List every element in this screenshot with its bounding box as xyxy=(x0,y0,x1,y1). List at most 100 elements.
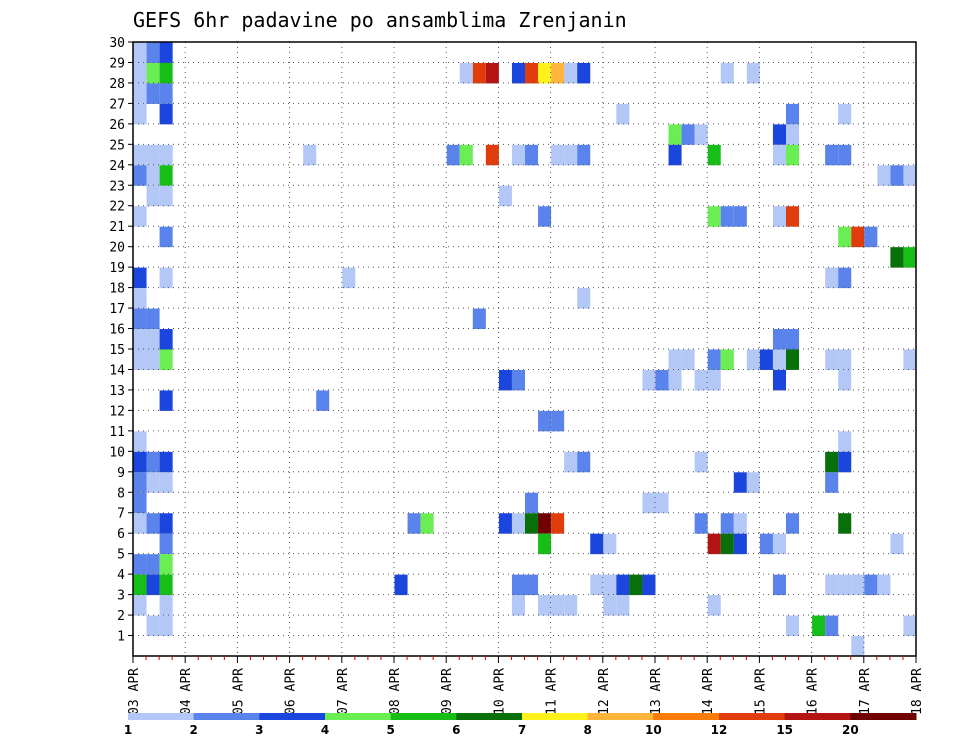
cell-member-19-step-17 xyxy=(342,267,356,289)
x-tick-label: 06 APR xyxy=(284,668,299,715)
cell-member-15-step-1 xyxy=(133,349,147,370)
cell-member-10-step-2 xyxy=(146,451,160,473)
colorbar-swatch xyxy=(850,713,917,720)
grid-layer xyxy=(133,42,917,656)
cell-member-12-step-32 xyxy=(538,410,552,432)
y-tick-label: 12 xyxy=(109,404,125,419)
cell-member-3-step-30 xyxy=(511,595,525,616)
x-tick-label: 15 APR xyxy=(753,668,768,715)
cell-member-7-step-46 xyxy=(720,513,734,534)
cell-member-6-step-46 xyxy=(720,533,734,555)
cell-member-4-step-21 xyxy=(394,574,408,596)
cell-member-7-step-22 xyxy=(407,513,421,534)
colorbar-swatch xyxy=(325,713,392,720)
cell-member-7-step-31 xyxy=(525,513,539,534)
colorbar-label: 5 xyxy=(386,723,394,737)
cell-member-4-step-30 xyxy=(511,574,525,596)
cell-member-11-step-55 xyxy=(838,431,852,452)
cell-member-14-step-29 xyxy=(498,369,512,391)
cell-member-4-step-54 xyxy=(825,574,839,596)
cell-member-15-step-51 xyxy=(786,349,800,370)
y-tick-label: 1 xyxy=(117,630,125,645)
cell-member-24-step-1 xyxy=(133,165,147,186)
cell-member-7-step-44 xyxy=(694,513,708,534)
cell-member-15-step-55 xyxy=(838,349,852,370)
cell-member-9-step-54 xyxy=(825,472,839,493)
cell-member-20-step-60 xyxy=(903,247,917,268)
cell-member-23-step-3 xyxy=(159,185,173,207)
colorbar-label: 2 xyxy=(189,723,197,737)
cell-member-10-step-44 xyxy=(694,451,708,473)
cell-member-23-step-29 xyxy=(498,185,512,207)
cell-member-24-step-58 xyxy=(877,165,891,186)
cell-member-26-step-44 xyxy=(694,124,708,145)
colorbar-label: 20 xyxy=(842,723,859,737)
cell-member-6-step-47 xyxy=(733,533,747,555)
cell-member-19-step-1 xyxy=(133,267,147,289)
cell-member-29-step-34 xyxy=(564,62,578,84)
cell-member-21-step-57 xyxy=(864,226,878,248)
cell-member-25-step-45 xyxy=(707,144,721,166)
y-tick-label: 17 xyxy=(109,302,125,317)
cell-member-24-step-59 xyxy=(890,165,904,186)
cell-member-7-step-32 xyxy=(538,513,552,534)
cell-member-10-step-54 xyxy=(825,451,839,473)
cell-member-26-step-43 xyxy=(681,124,695,145)
colorbar-swatch xyxy=(193,713,260,720)
cell-member-29-step-46 xyxy=(720,62,734,84)
cell-member-14-step-55 xyxy=(838,369,852,391)
cells-layer xyxy=(133,42,917,657)
y-tick-label: 14 xyxy=(109,363,125,378)
x-tick-label: 09 APR xyxy=(440,668,455,715)
cell-member-9-step-1 xyxy=(133,472,147,493)
cell-member-29-step-28 xyxy=(485,62,499,84)
colorbar-swatch xyxy=(456,713,523,720)
cell-member-14-step-42 xyxy=(668,369,682,391)
colorbar-swatch xyxy=(259,713,326,720)
cell-member-25-step-50 xyxy=(772,144,786,166)
cell-member-15-step-50 xyxy=(772,349,786,370)
cell-member-4-step-56 xyxy=(851,574,865,596)
cell-member-4-step-50 xyxy=(772,574,786,596)
cell-member-25-step-35 xyxy=(577,144,591,166)
cell-member-25-step-55 xyxy=(838,144,852,166)
cell-member-2-step-60 xyxy=(903,615,917,637)
cell-member-29-step-31 xyxy=(525,62,539,84)
cell-member-29-step-35 xyxy=(577,62,591,84)
cell-member-10-step-1 xyxy=(133,451,147,473)
colorbar-swatch xyxy=(587,713,654,720)
y-tick-label: 6 xyxy=(117,527,125,542)
x-tick-label: 18 APR xyxy=(910,668,925,715)
colorbar-label: 12 xyxy=(711,723,728,737)
x-tick-label: 11 APR xyxy=(545,668,560,715)
y-tick-label: 7 xyxy=(117,507,125,522)
cell-member-14-step-44 xyxy=(694,369,708,391)
cell-member-9-step-3 xyxy=(159,472,173,493)
cell-member-15-step-45 xyxy=(707,349,721,370)
cell-member-16-step-51 xyxy=(786,329,800,350)
cell-member-27-step-3 xyxy=(159,103,173,125)
colorbar-label: 10 xyxy=(645,723,662,737)
y-tick-label: 24 xyxy=(109,159,125,174)
colorbar-swatch xyxy=(719,713,786,720)
cell-member-4-step-58 xyxy=(877,574,891,596)
x-tick-label: 05 APR xyxy=(231,668,246,715)
cell-member-22-step-47 xyxy=(733,206,747,227)
y-tick-label: 11 xyxy=(109,425,125,440)
cell-member-7-step-47 xyxy=(733,513,747,534)
cell-member-8-step-1 xyxy=(133,492,147,514)
cell-member-14-step-50 xyxy=(772,369,786,391)
colorbar-label: 7 xyxy=(518,723,526,737)
cell-member-13-step-15 xyxy=(316,390,330,411)
cell-member-3-step-1 xyxy=(133,595,147,616)
cell-member-4-step-38 xyxy=(616,574,630,596)
cell-member-25-step-2 xyxy=(146,144,160,166)
cell-member-15-step-3 xyxy=(159,349,173,370)
cell-member-16-step-2 xyxy=(146,329,160,350)
colorbar-label: 4 xyxy=(321,723,329,737)
cell-member-22-step-32 xyxy=(538,206,552,227)
cell-member-29-step-1 xyxy=(133,62,147,84)
cell-member-7-step-33 xyxy=(551,513,565,534)
cell-member-10-step-34 xyxy=(564,451,578,473)
